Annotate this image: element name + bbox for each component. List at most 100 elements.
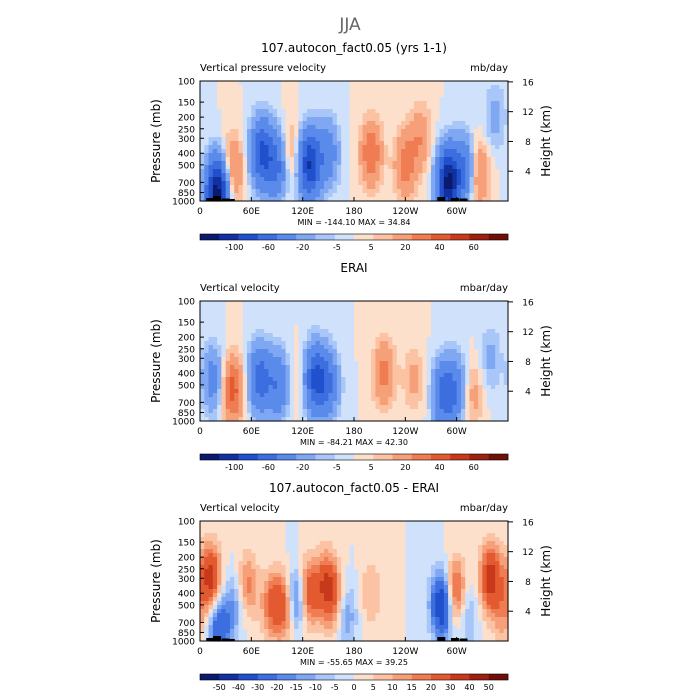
heatmap-cell <box>431 153 436 158</box>
heatmap-cell <box>285 381 291 386</box>
heatmap-cell <box>208 529 214 534</box>
heatmap-cell <box>409 417 415 422</box>
heatmap-cell <box>448 357 453 362</box>
heatmap-cell <box>277 157 282 162</box>
heatmap-cell <box>490 169 496 174</box>
heatmap-cell <box>277 409 282 414</box>
heatmap-cell <box>311 165 317 170</box>
heatmap-cell <box>247 173 252 178</box>
y-tick-label: 250 <box>178 125 195 135</box>
heatmap-cell <box>200 317 205 322</box>
heatmap-cell <box>439 169 445 174</box>
heatmap-cell <box>460 329 466 334</box>
heatmap-cell <box>251 385 257 390</box>
heatmap-cell <box>247 341 252 346</box>
heatmap-cell <box>435 525 441 530</box>
heatmap-cell <box>251 169 257 174</box>
heatmap-cell <box>212 173 218 178</box>
heatmap-cell <box>349 393 355 398</box>
heatmap-cell <box>324 89 329 94</box>
heatmap-cell <box>200 157 205 162</box>
heatmap-cell <box>473 149 479 154</box>
heatmap-cell <box>456 397 462 402</box>
heatmap-cell <box>375 537 381 542</box>
heatmap-cell <box>315 173 321 178</box>
heatmap-cell <box>469 401 475 406</box>
heatmap-cell <box>336 337 342 342</box>
heatmap-cell <box>234 93 240 98</box>
heatmap-cell <box>285 113 291 118</box>
heatmap-cell <box>298 97 304 102</box>
heatmap-cell <box>255 93 261 98</box>
heatmap-cell <box>204 81 210 86</box>
heatmap-cell <box>328 89 334 94</box>
heatmap-cell <box>418 193 424 198</box>
heatmap-cell <box>443 365 449 370</box>
heatmap-cell <box>413 161 419 166</box>
heatmap-cell <box>388 393 394 398</box>
heatmap-cell <box>255 377 261 382</box>
heatmap-cell <box>349 345 355 350</box>
heatmap-cell <box>264 529 270 534</box>
heatmap-cell <box>200 101 205 106</box>
heatmap-cell <box>375 353 381 358</box>
heatmap-cell <box>349 389 355 394</box>
heatmap-cell <box>448 529 453 534</box>
heatmap-cell <box>443 373 449 378</box>
topography-block <box>450 198 459 201</box>
heatmap-cell <box>478 545 483 550</box>
heatmap-cell <box>499 361 505 366</box>
heatmap-cell <box>319 81 325 86</box>
heatmap-cell <box>277 361 282 366</box>
heatmap-cell <box>413 189 419 194</box>
heatmap-cell <box>328 361 334 366</box>
heatmap-cell <box>388 305 394 310</box>
heatmap-cell <box>409 409 415 414</box>
heatmap-cell <box>225 125 231 130</box>
heatmap-cell <box>409 185 415 190</box>
heatmap-cell <box>277 537 282 542</box>
heatmap-cell <box>388 81 394 86</box>
heatmap-cell <box>405 181 411 186</box>
heatmap-cell <box>298 373 304 378</box>
heatmap-cell <box>443 181 449 186</box>
heatmap-cell <box>302 349 308 354</box>
heatmap-cell <box>379 369 385 374</box>
heatmap-cell <box>341 333 347 338</box>
heatmap-cell <box>200 181 205 186</box>
heatmap-cell <box>204 117 210 122</box>
heatmap-cell <box>212 393 218 398</box>
heatmap-cell <box>319 157 325 162</box>
heatmap-cell <box>221 301 227 306</box>
heatmap-cell <box>409 117 415 122</box>
heatmap-cell <box>418 169 424 174</box>
heatmap-cell <box>277 345 282 350</box>
heatmap-cell <box>366 381 372 386</box>
heatmap-cell <box>448 177 453 182</box>
heatmap-cell <box>294 389 299 394</box>
heatmap-cell <box>358 341 364 346</box>
heatmap-cell <box>204 133 210 138</box>
heatmap-cell <box>486 121 492 126</box>
heatmap-cell <box>311 541 317 546</box>
heatmap-cell <box>405 545 411 550</box>
heatmap-cell <box>298 405 304 410</box>
heatmap-cell <box>465 377 471 382</box>
heatmap-cell <box>208 137 214 142</box>
heatmap-cell <box>465 177 471 182</box>
heatmap-cell <box>281 337 287 342</box>
heatmap-cell <box>435 417 441 422</box>
heatmap-cell <box>332 381 338 386</box>
heatmap-cell <box>465 533 471 538</box>
heatmap-cell <box>469 409 475 414</box>
heatmap-cell <box>289 325 295 330</box>
heatmap-cell <box>426 85 432 90</box>
heatmap-cell <box>405 345 411 350</box>
y-tick-label: 150 <box>178 99 195 109</box>
heatmap-cell <box>345 393 351 398</box>
heatmap-cell <box>238 101 244 106</box>
heatmap-cell <box>311 413 317 418</box>
heatmap-cell <box>242 405 248 410</box>
heatmap-cell <box>362 197 368 202</box>
heatmap-cell <box>315 137 321 142</box>
